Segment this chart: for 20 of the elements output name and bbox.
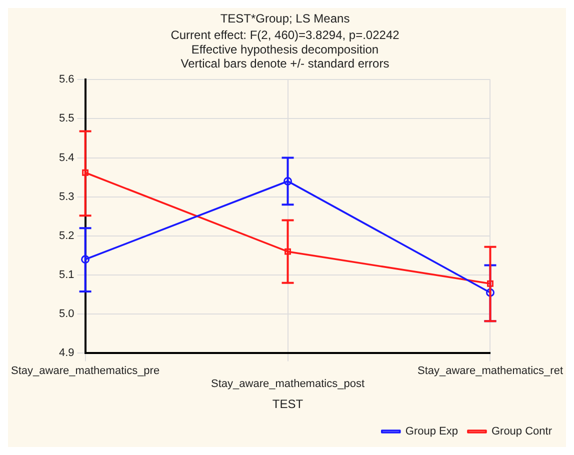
y-tick-label: 5.2 <box>58 230 74 242</box>
text: Effective hypothesis decomposition <box>191 42 379 56</box>
y-tick-label: 5.6 <box>58 74 74 86</box>
x-tick-label: Stay_aware_mathematics_ret <box>417 364 563 377</box>
y-tick-label: 5.4 <box>58 152 74 164</box>
y-tick-label: 5.0 <box>58 308 74 320</box>
point <box>284 176 292 186</box>
y-tick-label: 4.9 <box>58 347 74 360</box>
y-tick-label: 5.5 <box>58 112 74 125</box>
chart-title: TEST*Group; LS Means <box>220 12 350 26</box>
y-tick-label: 5.1 <box>58 269 74 282</box>
legend-label: Group Contr <box>491 426 552 438</box>
chart-subtitle: Current effect: F(2, 460)=3.8294, p=.02242 <box>170 28 400 42</box>
y-tick-label: 5.3 <box>58 190 74 203</box>
text: Vertical bars denote +/- standard errors <box>180 56 390 71</box>
x-tick-label: Stay_aware_mathematics_pre <box>11 364 160 377</box>
x-axis-title: TEST <box>272 397 304 412</box>
x-tick-label: Stay_aware_mathematics_post <box>211 378 364 390</box>
legend-label: Group Exp <box>405 426 458 438</box>
point <box>284 248 291 255</box>
